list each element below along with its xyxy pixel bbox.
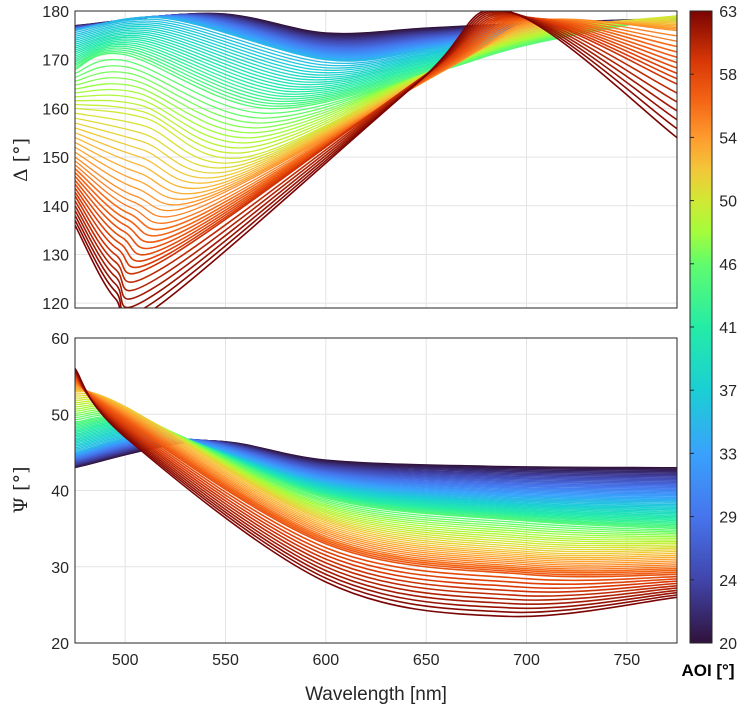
delta-curve [75, 11, 677, 308]
x-tick-label: 500 [112, 652, 139, 669]
colorbar-label: AOI [°] [681, 661, 734, 680]
colorbar-tick-label: 63 [719, 4, 737, 21]
colorbar-tick-label: 20 [719, 636, 737, 653]
psi-curve [75, 386, 677, 561]
psi-y-ticks: 20 30 40 50 60 [51, 331, 69, 653]
psi-curves [75, 368, 677, 618]
x-tick-label: 650 [413, 652, 440, 669]
delta-y-tick-label: 160 [42, 101, 69, 118]
colorbar-tick-label: 33 [719, 446, 737, 463]
psi-curve [75, 370, 677, 605]
colorbar-tick-label: 54 [719, 130, 737, 147]
colorbar-tick-label: 41 [719, 320, 737, 337]
colorbar-tick-label: 46 [719, 257, 737, 274]
psi-curve [75, 380, 677, 570]
x-tick-label: 550 [212, 652, 239, 669]
psi-curve [75, 368, 677, 614]
colorbar-tick-label: 24 [719, 573, 737, 590]
colorbar-tick-label: 50 [719, 194, 737, 211]
psi-curve [75, 373, 677, 589]
psi-y-tick-label: 50 [51, 407, 69, 424]
psi-curve [75, 385, 677, 563]
psi-y-tick-label: 60 [51, 331, 69, 348]
psi-y-tick-label: 20 [51, 636, 69, 653]
delta-y-tick-label: 130 [42, 247, 69, 264]
colorbar-tick-label: 29 [719, 510, 737, 527]
x-axis-label: Wavelength [nm] [305, 684, 447, 705]
delta-curve [75, 12, 677, 292]
delta-curves [75, 11, 677, 308]
psi-y-tick-label: 40 [51, 484, 69, 501]
psi-curve [75, 383, 677, 566]
delta-axes-box [74, 10, 678, 309]
psi-curve [75, 372, 677, 593]
delta-y-ticks: 120 130 140 150 160 170 180 [42, 4, 69, 313]
psi-curve [75, 375, 677, 578]
delta-curve [75, 11, 677, 300]
psi-axes-box [74, 337, 678, 644]
psi-curve [75, 389, 677, 557]
delta-curve [75, 15, 677, 275]
psi-curve [75, 388, 677, 559]
psi-curve [75, 390, 677, 555]
psi-curve [75, 369, 677, 610]
psi-curve [75, 376, 677, 576]
colorbar-ticks: 63 58 54 50 46 41 37 33 29 24 20 [690, 4, 737, 653]
colorbar-tick-label: 58 [719, 67, 737, 84]
psi-curve [75, 374, 677, 586]
psi-curve [75, 371, 677, 597]
psi-curve [75, 384, 677, 564]
delta-panel: 120 130 140 150 160 170 180 Δ [°] [10, 4, 678, 313]
x-tick-label: 700 [513, 652, 540, 669]
psi-panel: 20 30 40 50 60 500 550 600 650 700 750 Ψ [°] Wave… [10, 331, 678, 705]
delta-y-tick-label: 120 [42, 296, 69, 313]
colorbar-tick-label: 37 [719, 383, 737, 400]
colorbar: 63 58 54 50 46 41 37 33 29 24 20 AOI [°] [681, 4, 737, 680]
psi-curve [75, 371, 677, 601]
delta-curve [75, 11, 677, 308]
psi-y-tick-label: 30 [51, 560, 69, 577]
x-ticks: 500 550 600 650 700 750 [112, 652, 640, 669]
delta-curve [75, 11, 677, 308]
x-tick-label: 750 [613, 652, 640, 669]
psi-curve [75, 379, 677, 572]
delta-y-tick-label: 170 [42, 53, 69, 70]
delta-y-tick-label: 140 [42, 199, 69, 216]
delta-y-axis-label: Δ [°] [10, 138, 32, 182]
psi-curve [75, 381, 677, 568]
psi-y-axis-label: Ψ [°] [10, 466, 32, 513]
psi-curve [75, 374, 677, 582]
psi-curve [75, 368, 677, 618]
psi-curve [75, 378, 677, 574]
x-tick-label: 600 [312, 652, 339, 669]
delta-y-tick-label: 150 [42, 150, 69, 167]
delta-y-tick-label: 180 [42, 4, 69, 21]
